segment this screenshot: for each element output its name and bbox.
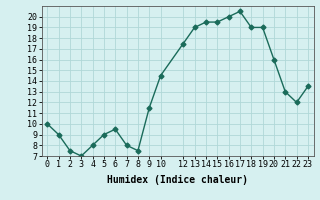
X-axis label: Humidex (Indice chaleur): Humidex (Indice chaleur) [107, 175, 248, 185]
